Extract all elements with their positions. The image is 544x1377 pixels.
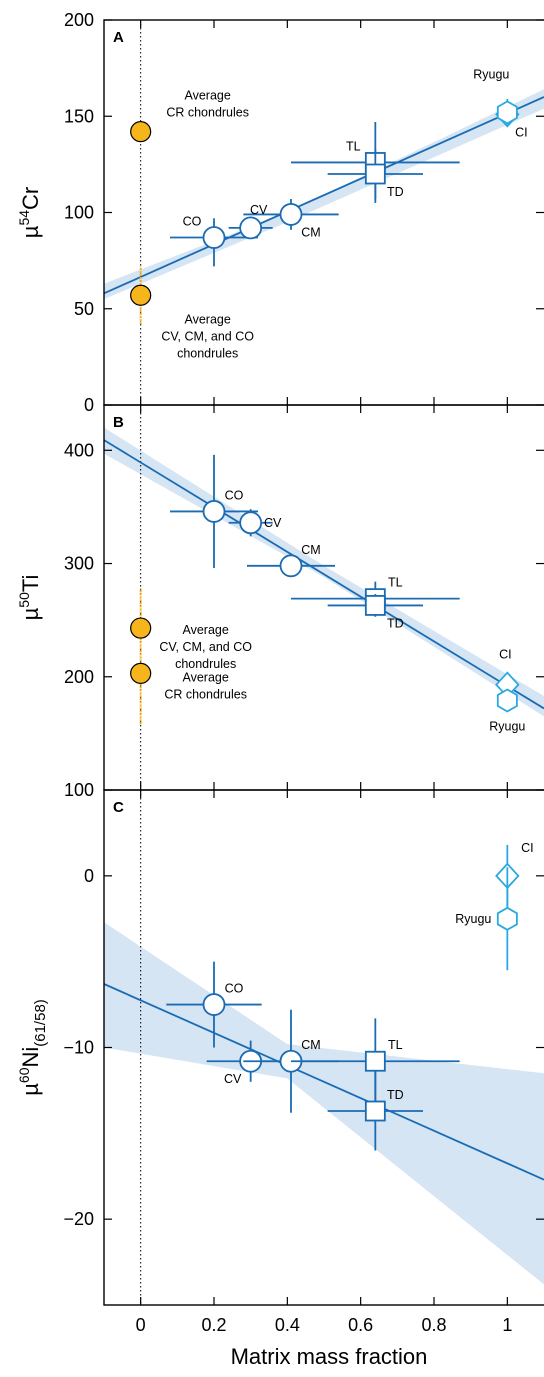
marker-tl [364,1050,386,1072]
chondrule-label: Average [184,312,230,326]
point-label-tl: TL [346,139,361,153]
chondrule-label: Average [182,670,228,684]
y-tick-label: 0 [84,866,94,886]
y-tick-label: 200 [64,667,94,687]
x-axis: 0 0.2 0.4 0.6 0.8 1 [136,1315,513,1335]
chondrule-label: CV, CM, and CO [161,329,254,343]
point-label-co: CO [183,215,202,229]
y-tick-label: 150 [64,106,94,126]
y-axis-title-base: µ [18,225,43,238]
y-tick-label: 200 [64,10,94,30]
chondrule-label: Average [184,89,230,103]
y-axis-title: µ60Ni(61/58) [16,999,49,1096]
chondrule-label: CR chondrules [164,687,247,701]
point-label-td: TD [387,185,404,199]
marker-co [202,993,226,1016]
marker-td [364,1100,386,1122]
panel-c: CO CV CM TL TD CI Ryugu C 0 −10 −20 µ60Ni(61/58) [16,789,544,1306]
y-axis-title: µ50Ti [16,575,43,621]
y-tick-label: 400 [64,440,94,460]
marker-co [202,226,226,249]
y-axis-title-sub: (61/58) [32,999,49,1047]
chondrule-label: Average [182,623,228,637]
chondrule-point [130,284,152,306]
panel-letter: B [113,414,124,431]
y-axis-title-sup: 60 [16,1067,32,1083]
point-label-cm: CM [301,543,320,557]
regression-line [104,439,544,710]
plot-area [104,790,544,1305]
chondrule-point [130,121,152,143]
point-label-co: CO [225,488,244,502]
marker-td [364,595,386,616]
x-tick-label: 0 [136,1315,146,1335]
confidence-band [104,427,544,717]
chondrule-point [130,617,152,639]
point-label-cv: CV [250,203,268,217]
marker-td [364,163,386,185]
chondrule-point [130,662,152,684]
panel-letter: A [113,29,124,46]
panel-frame [103,404,544,791]
y-tick-label: 100 [64,203,94,223]
point-label-tl: TL [388,1038,403,1052]
y-axis-title-main: Cr [18,187,43,210]
y-axis-title-main: Ti [18,575,43,593]
chondrule-label: CR chondrules [166,106,249,120]
point-label-cm: CM [301,1038,320,1052]
point-label-cm: CM [301,225,320,239]
y-tick-label: −20 [63,1209,94,1229]
point-label-ryugu: Ryugu [489,720,525,734]
x-tick-label: 1 [502,1315,512,1335]
marker-ryugu [496,688,518,713]
chondrule-label: CV, CM, and CO [159,640,252,654]
confidence-band [104,922,544,1285]
point-label-td: TD [387,616,404,630]
marker-cm [279,203,303,226]
x-tick-label: 0.4 [275,1315,300,1335]
point-label-ci: CI [521,841,534,855]
y-tick-label: 0 [84,395,94,415]
point-label-ryugu: Ryugu [473,67,509,81]
regression-line [104,96,544,295]
point-label-cv: CV [264,516,282,530]
y-axis-title: µ54Cr [16,187,43,238]
y-axis-title-base: µ [18,607,43,620]
y-tick-label: −10 [63,1038,94,1058]
chondrule-label: chondrules [175,657,236,671]
marker-cv [239,216,263,240]
panel-a: Average CR chondrules Average CV, CM, and C… [16,10,544,415]
point-label-ryugu: Ryugu [455,912,491,926]
y-axis-title-sup: 54 [16,210,32,226]
marker-co [202,500,226,523]
point-label-td: TD [387,1088,404,1102]
plot-area [104,20,544,405]
x-tick-label: 0.8 [421,1315,446,1335]
marker-ryugu [496,100,518,125]
point-label-ci: CI [499,648,512,662]
point-label-tl: TL [388,576,403,590]
y-tick-label: 100 [64,780,94,800]
point-label-co: CO [225,982,244,996]
x-axis-title: Matrix mass fraction [231,1344,428,1369]
point-label-ci: CI [515,125,528,139]
marker-cv [239,511,263,535]
y-tick-label: 50 [74,299,94,319]
regression-line [104,983,544,1181]
y-axis-title-sup: 50 [16,592,32,608]
point-label-cv: CV [224,1072,242,1086]
plot-area [104,405,544,790]
chondrule-label: chondrules [177,346,238,360]
x-tick-label: 0.6 [348,1315,373,1335]
y-axis-title-base: µ [18,1083,43,1096]
y-axis-title-main: Ni [18,1047,43,1068]
x-tick-label: 0.2 [201,1315,226,1335]
marker-ryugu [496,906,518,931]
marker-cm [279,554,303,578]
y-tick-label: 300 [64,554,94,574]
panel-letter: C [113,799,124,816]
